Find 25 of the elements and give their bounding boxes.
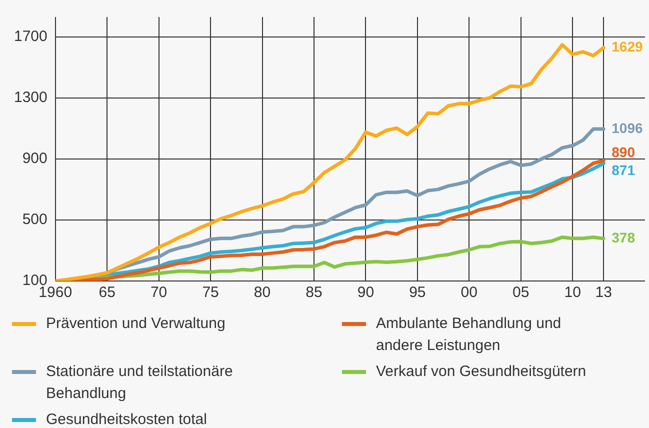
x-tick-label: 75 (202, 284, 219, 302)
y-tick-label: 1300 (14, 89, 48, 106)
y-tick-label: 1700 (14, 28, 48, 45)
legend-label: Verkauf von Gesundheitsgütern (376, 362, 586, 382)
legend-label: Stationäre und teilstationäre Behandlung (46, 362, 234, 404)
x-tick-label: 85 (306, 284, 322, 302)
data-label: 1096 (612, 120, 643, 136)
data-label: 1629 (612, 38, 643, 55)
x-tick-label: 13 (595, 284, 612, 302)
x-tick-label: 10 (564, 284, 581, 302)
x-tick-label: 95 (409, 284, 426, 302)
legend-label: Prävention und Verwaltung (46, 314, 226, 334)
y-tick-label: 900 (22, 150, 48, 168)
legend-label: Gesundheitskosten total (46, 410, 207, 428)
x-tick-label: 05 (512, 284, 530, 302)
x-tick-label: 00 (460, 284, 478, 302)
x-tick-label: 80 (254, 284, 271, 302)
legend-label: Ambulante Behandlung und andere Leistungen (376, 314, 562, 356)
x-tick-label: 90 (357, 284, 374, 302)
data-label: 871 (612, 162, 636, 178)
y-tick-label: 500 (22, 211, 48, 228)
data-label: 890 (612, 144, 636, 160)
x-tick-label: 65 (98, 284, 116, 302)
x-tick-label: 70 (150, 284, 168, 302)
data-label: 378 (612, 229, 636, 246)
